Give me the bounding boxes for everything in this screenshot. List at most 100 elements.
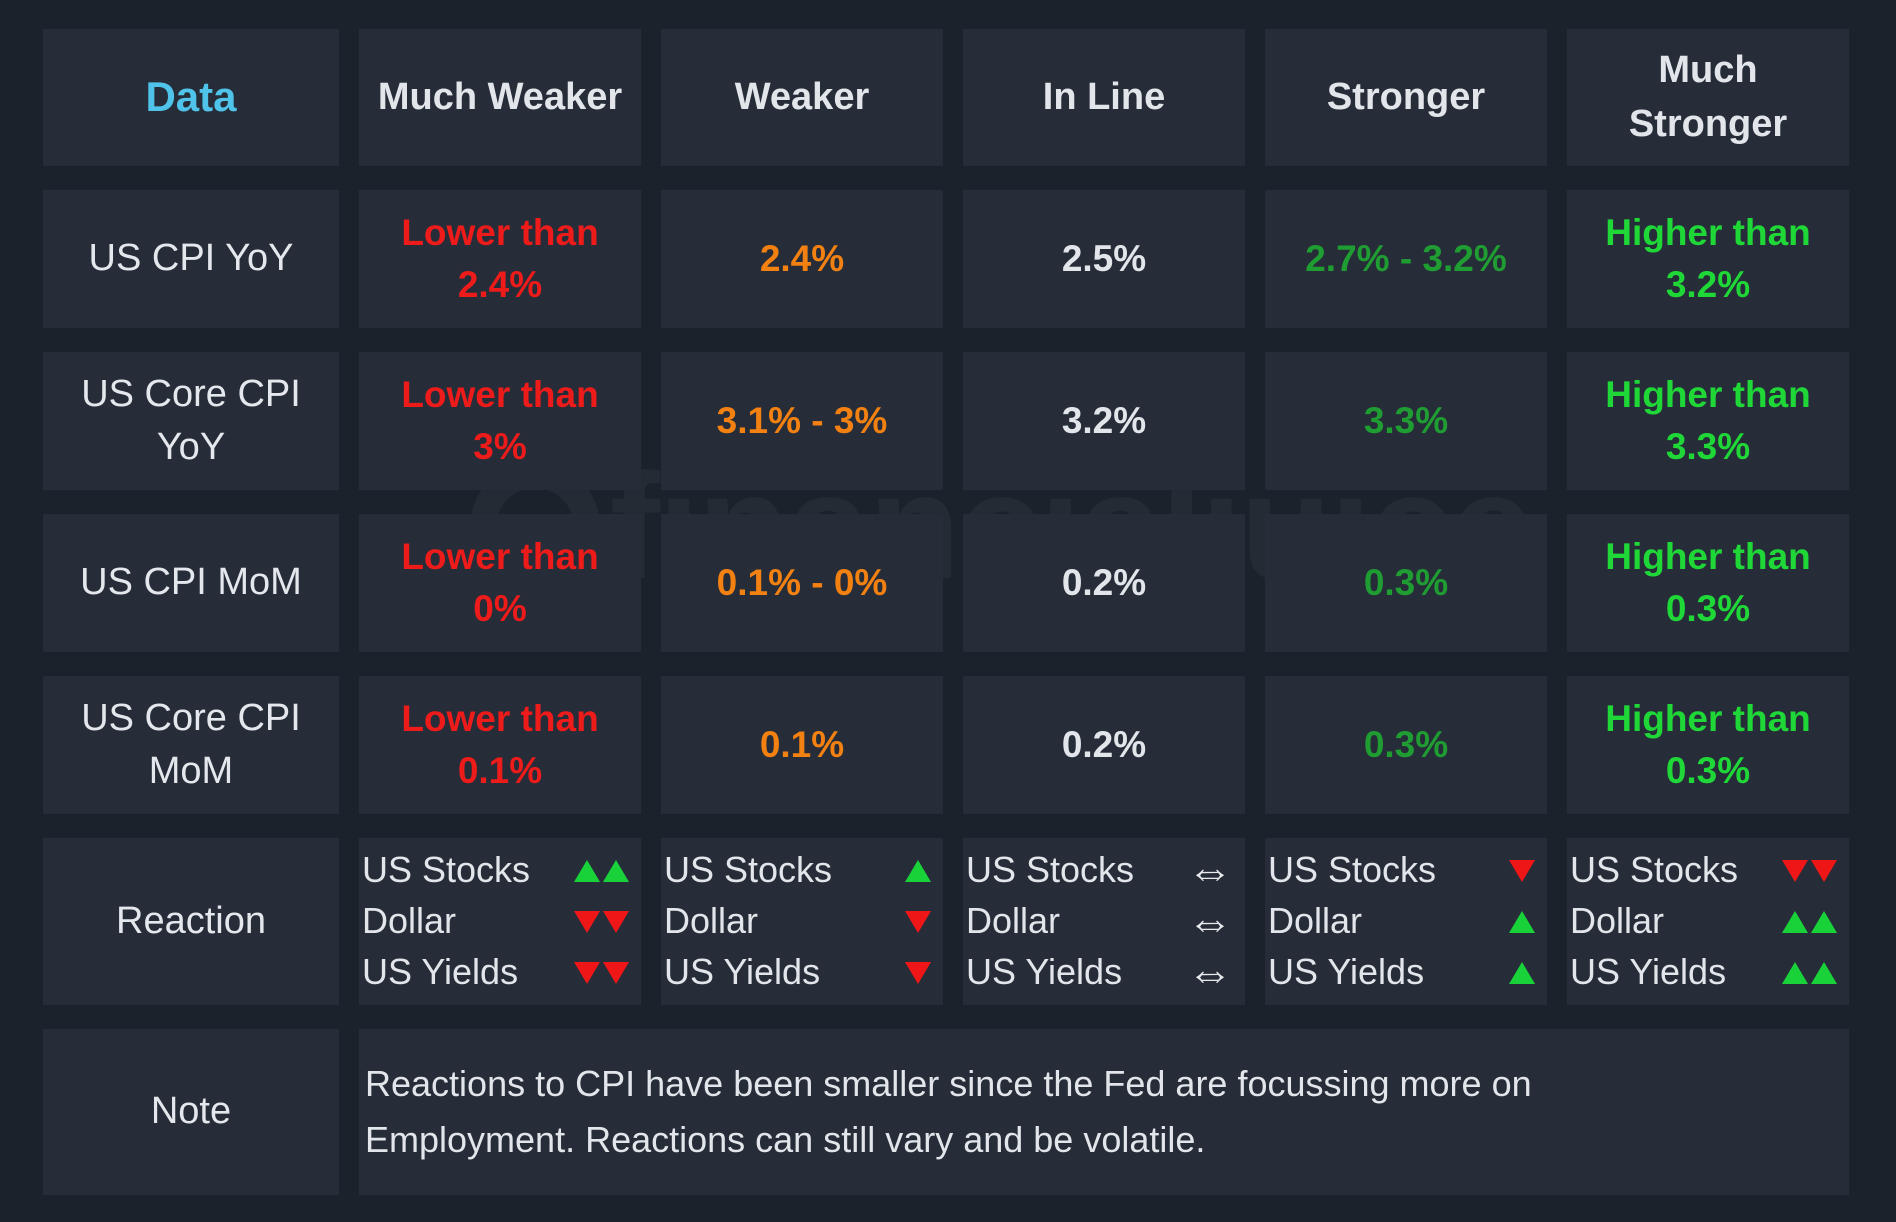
value-cell: 0.2% [963, 514, 1245, 652]
asset-name: US Stocks [966, 849, 1135, 891]
asset-name: US Stocks [1268, 849, 1437, 891]
double-down-icon [574, 961, 629, 984]
row-label: US Core CPI YoY [43, 352, 339, 490]
value-cell: Lower than 3% [359, 352, 641, 490]
reaction-list: US Stocks Dollar US Yields [362, 846, 629, 997]
asset-name: US Yields [1570, 951, 1727, 993]
row-label: US CPI YoY [43, 190, 339, 328]
asset-name: Dollar [664, 900, 759, 942]
reaction-cell: US Stocks Dollar US Yields [1265, 838, 1547, 1005]
value-cell: Higher than 3.3% [1567, 352, 1849, 490]
down-icon [905, 910, 931, 933]
value-cell: Lower than 0.1% [359, 676, 641, 814]
reaction-row: US Yields [1570, 948, 1837, 997]
down-icon [905, 961, 931, 984]
reaction-row: US Stocks [664, 846, 931, 895]
double-up-icon [1782, 961, 1837, 984]
value-cell: Higher than 0.3% [1567, 676, 1849, 814]
up-icon [905, 859, 931, 882]
reaction-list: US Stocks Dollar US Yields [1570, 846, 1837, 997]
reaction-cell: US Stocks Dollar US Yields [1567, 838, 1849, 1005]
asset-name: US Yields [664, 951, 821, 993]
asset-name: US Yields [1268, 951, 1425, 993]
value-cell: 3.2% [963, 352, 1245, 490]
left-right-icon: ⇔ [1187, 895, 1233, 948]
note-line: Employment. Reactions can still vary and… [365, 1119, 1206, 1160]
header-stronger: Stronger [1265, 29, 1547, 166]
reaction-row: US Stocks [1268, 846, 1535, 895]
reaction-row: Dollar [362, 897, 629, 946]
reaction-list: US Stocks ⇔ Dollar ⇔ US Yields ⇔ [966, 846, 1233, 997]
value-cell: Higher than 3.2% [1567, 190, 1849, 328]
reaction-row: Dollar [1268, 897, 1535, 946]
row-label: US CPI MoM [43, 514, 339, 652]
double-down-icon [1782, 859, 1837, 882]
asset-name: US Stocks [1570, 849, 1739, 891]
down-icon [1509, 859, 1535, 882]
value-cell: 0.3% [1265, 514, 1547, 652]
row-label-text: US CPI MoM [80, 561, 302, 604]
reaction-row: US Yields [1268, 948, 1535, 997]
up-icon [1509, 910, 1535, 933]
left-right-icon: ⇔ [1187, 946, 1233, 999]
value-cell: 0.3% [1265, 676, 1547, 814]
asset-name: Dollar [1268, 900, 1363, 942]
value-cell: 2.7% - 3.2% [1265, 190, 1547, 328]
reaction-label: Reaction [43, 838, 339, 1005]
asset-name: Dollar [362, 900, 457, 942]
left-right-icon: ⇔ [1187, 844, 1233, 897]
header-weaker: Weaker [661, 29, 943, 166]
value-cell: 2.5% [963, 190, 1245, 328]
reaction-cell: US Stocks Dollar US Yields [359, 838, 641, 1005]
note-text: Reactions to CPI have been smaller since… [359, 1029, 1849, 1195]
row-label: US Core CPI MoM [43, 676, 339, 814]
asset-name: US Yields [966, 951, 1123, 993]
value-text: Lower than 0% [401, 536, 599, 629]
header-much-stronger-text: Much Stronger [1628, 49, 1788, 145]
asset-name: US Stocks [664, 849, 833, 891]
reaction-row: US Yields ⇔ [966, 948, 1233, 997]
reaction-list: US Stocks Dollar US Yields [664, 846, 931, 997]
header-data: Data [43, 29, 339, 166]
value-cell: 3.3% [1265, 352, 1547, 490]
reaction-row: US Yields [664, 948, 931, 997]
value-cell: Lower than 0% [359, 514, 641, 652]
header-much-weaker: Much Weaker [359, 29, 641, 166]
header-in-line: In Line [963, 29, 1245, 166]
row-label-text: US Core CPI YoY [81, 372, 301, 468]
double-up-icon [574, 859, 629, 882]
value-text: Lower than 2.4% [401, 212, 599, 305]
value-text: Higher than 0.3% [1605, 536, 1811, 629]
value-text: Higher than 0.3% [1605, 698, 1811, 791]
header-much-stronger: Much Stronger [1567, 29, 1849, 166]
value-cell: 0.1% - 0% [661, 514, 943, 652]
reaction-row: Dollar [664, 897, 931, 946]
note-label: Note [43, 1029, 339, 1195]
cpi-reaction-table: Data Much Weaker Weaker In Line Stronger… [43, 29, 1849, 1195]
asset-name: US Stocks [362, 849, 531, 891]
value-cell: 2.4% [661, 190, 943, 328]
value-text: Higher than 3.3% [1605, 374, 1811, 467]
reaction-row: Dollar ⇔ [966, 897, 1233, 946]
reaction-list: US Stocks Dollar US Yields [1268, 846, 1535, 997]
reaction-row: US Stocks ⇔ [966, 846, 1233, 895]
value-text: Lower than 3% [401, 374, 599, 467]
value-cell: 0.1% [661, 676, 943, 814]
double-down-icon [574, 910, 629, 933]
value-text: Higher than 3.2% [1605, 212, 1811, 305]
note-line: Reactions to CPI have been smaller since… [365, 1063, 1532, 1105]
reaction-row: US Stocks [362, 846, 629, 895]
double-up-icon [1782, 910, 1837, 933]
up-icon [1509, 961, 1535, 984]
value-text: Lower than 0.1% [401, 698, 599, 791]
row-label-text: US CPI YoY [88, 237, 294, 280]
asset-name: US Yields [362, 951, 519, 993]
asset-name: Dollar [1570, 900, 1665, 942]
row-label-text: US Core CPI MoM [81, 696, 301, 792]
reaction-row: US Stocks [1570, 846, 1837, 895]
value-cell: Lower than 2.4% [359, 190, 641, 328]
asset-name: Dollar [966, 900, 1061, 942]
reaction-cell: US Stocks Dollar US Yields [661, 838, 943, 1005]
reaction-row: Dollar [1570, 897, 1837, 946]
reaction-cell: US Stocks ⇔ Dollar ⇔ US Yields ⇔ [963, 838, 1245, 1005]
